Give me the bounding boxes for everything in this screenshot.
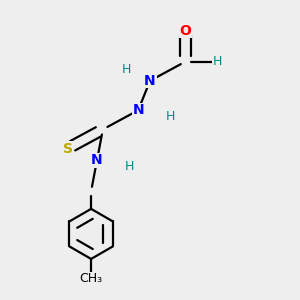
Text: CH₃: CH₃ [80, 272, 103, 286]
Text: O: O [179, 24, 191, 38]
Text: H: H [122, 62, 131, 76]
Text: H: H [125, 160, 134, 173]
Text: H: H [166, 110, 175, 123]
Text: N: N [132, 103, 144, 117]
Text: N: N [144, 74, 156, 88]
Text: H: H [213, 55, 222, 68]
Text: N: N [91, 153, 103, 167]
Text: S: S [63, 142, 73, 155]
